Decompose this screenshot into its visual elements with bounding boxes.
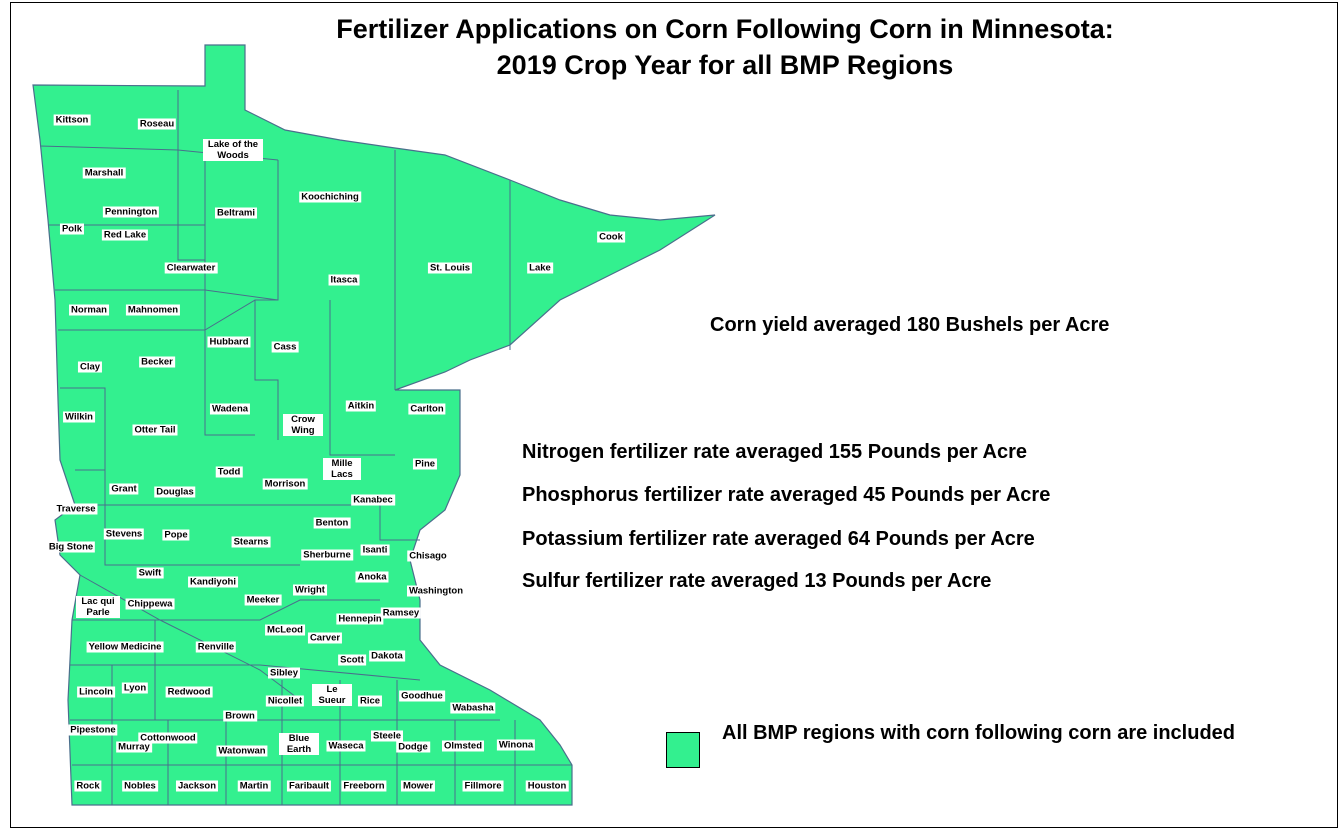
title: 2019 Crop Year for all BMP Regions: [496, 50, 954, 80]
county-label: Murray: [116, 741, 152, 753]
county-label: Wilkin: [63, 411, 95, 423]
county-label: Anoka: [355, 571, 389, 583]
county-label: Freeborn: [341, 780, 387, 792]
county-label: Watonwan: [216, 745, 268, 757]
county-label: Hennepin: [336, 613, 384, 625]
county-label: Nicollet: [265, 695, 305, 707]
rate: Nitrogen fertilizer rate averaged 155 Po…: [522, 441, 1027, 463]
county-label: Pennington: [102, 206, 160, 218]
county-label: Scott: [338, 654, 366, 666]
rate: Sulfur fertilizer rate averaged 13 Pound…: [522, 570, 992, 592]
county-label: Clay: [77, 361, 103, 373]
rate: Potassium fertilizer rate averaged 64 Po…: [522, 528, 1035, 550]
legend-swatch: [666, 732, 700, 768]
county-label: Crow Wing: [283, 414, 323, 436]
county-label: Hubbard: [207, 336, 251, 348]
county-label: Benton: [313, 517, 351, 529]
county-label: Ramsey: [380, 607, 422, 619]
county-label: Mahnomen: [125, 304, 181, 316]
county-label: Clearwater: [164, 262, 218, 274]
county-label: Mille Lacs: [323, 458, 361, 480]
legend-label: All BMP regions with corn following corn…: [722, 722, 1236, 744]
county-label: Dodge: [396, 741, 430, 753]
county-label: Sibley: [268, 667, 300, 679]
county-label: Chisago: [407, 550, 449, 562]
county-label: Faribault: [286, 780, 332, 792]
county-label: Pope: [162, 529, 190, 541]
county-label: Lake of the Woods: [203, 139, 263, 161]
county-label: Meeker: [244, 594, 282, 606]
county-label: Goodhue: [399, 690, 445, 702]
county-label: Lyon: [121, 682, 149, 694]
county-label: Brown: [223, 710, 257, 722]
county-label: Pine: [412, 458, 438, 470]
county-label: Lincoln: [77, 686, 115, 698]
county-label: Sherburne: [301, 549, 353, 561]
county-label: Stearns: [231, 536, 271, 548]
county-label: Isanti: [360, 544, 390, 556]
county-label: McLeod: [265, 624, 305, 636]
county-label: Yellow Medicine: [86, 641, 164, 653]
county-label: Traverse: [54, 503, 98, 515]
county-label: Swift: [136, 567, 164, 579]
county-label: Cottonwood: [138, 732, 198, 744]
county-label: Renville: [195, 641, 237, 653]
county-label: Lake: [527, 262, 553, 274]
county-label: Houston: [525, 780, 569, 792]
county-label: Nobles: [122, 780, 158, 792]
county-label: Itasca: [328, 274, 360, 286]
county-label: Blue Earth: [279, 733, 319, 755]
county-label: Cass: [271, 341, 299, 353]
yield: Corn yield averaged 180 Bushels per Acre: [710, 314, 1110, 336]
county-label: St. Louis: [427, 262, 473, 274]
county-label: Pipestone: [68, 724, 118, 736]
county-label: Todd: [215, 466, 243, 478]
county-label: Beltrami: [214, 207, 258, 219]
county-label: Big Stone: [46, 541, 96, 553]
county-label: Kittson: [53, 114, 91, 126]
county-label: Kandiyohi: [188, 576, 238, 588]
frame: [10, 2, 1338, 828]
county-label: Otter Tail: [132, 424, 178, 436]
county-label: Carlton: [408, 403, 446, 415]
county-label: Douglas: [154, 486, 196, 498]
county-label: Dakota: [369, 650, 405, 662]
county-label: Chippewa: [125, 598, 175, 610]
county-label: Rice: [357, 695, 383, 707]
county-label: Roseau: [137, 118, 177, 130]
county-label: Wabasha: [450, 702, 496, 714]
county-label: Becker: [139, 356, 175, 368]
county-label: Kanabec: [351, 494, 395, 506]
county-label: Lac qui Parle: [76, 596, 120, 618]
county-label: Le Sueur: [312, 684, 352, 706]
county-label: Mower: [400, 780, 436, 792]
county-label: Marshall: [82, 167, 126, 179]
county-label: Wright: [293, 584, 327, 596]
county-label: Waseca: [326, 740, 366, 752]
county-label: Aitkin: [345, 400, 377, 412]
county-label: Winona: [496, 739, 536, 751]
county-label: Norman: [69, 304, 109, 316]
county-label: Martin: [237, 780, 271, 792]
rate: Phosphorus fertilizer rate averaged 45 P…: [522, 484, 1051, 506]
county-label: Red Lake: [101, 229, 149, 241]
county-label: Steele: [371, 730, 403, 742]
county-label: Washington: [407, 585, 465, 597]
county-label: Olmsted: [441, 740, 485, 752]
county-label: Fillmore: [462, 780, 504, 792]
county-label: Koochiching: [299, 191, 361, 203]
county-label: Wadena: [209, 403, 251, 415]
county-label: Morrison: [262, 478, 308, 490]
county-label: Redwood: [165, 686, 213, 698]
title: Fertilizer Applications on Corn Followin…: [336, 14, 1114, 44]
county-label: Jackson: [175, 780, 219, 792]
county-label: Rock: [74, 780, 102, 792]
county-label: Carver: [307, 632, 343, 644]
county-label: Stevens: [103, 528, 145, 540]
county-label: Polk: [59, 223, 85, 235]
county-label: Grant: [109, 483, 139, 495]
county-label: Cook: [597, 231, 625, 243]
